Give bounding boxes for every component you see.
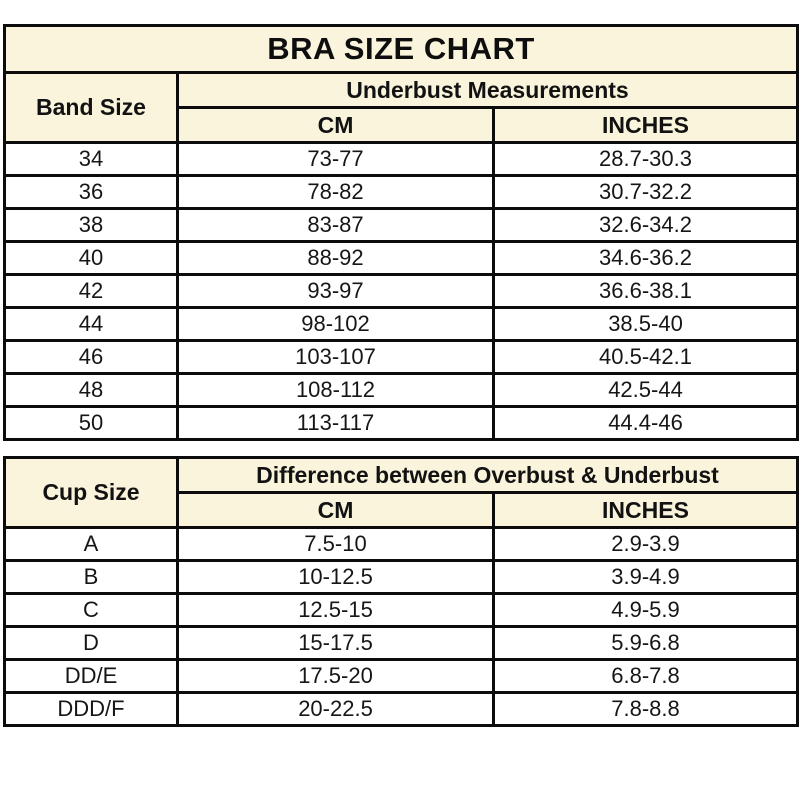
cup-inches-cell: 3.9-4.9 — [492, 559, 799, 595]
table-row: 36 78-82 30.7-32.2 — [3, 174, 800, 210]
cup-size-header: Cup Size — [3, 456, 179, 529]
band-inches-cell: 40.5-42.1 — [491, 339, 800, 375]
band-size-table: BRA SIZE CHART Band Size Underbust Measu… — [2, 24, 800, 441]
band-size-cell: 40 — [3, 240, 179, 276]
cup-inches-cell: 6.8-7.8 — [492, 658, 799, 694]
cup-size-cell: A — [3, 526, 179, 562]
band-inches-cell: 42.5-44 — [491, 372, 800, 408]
cup-inches-header: INCHES — [492, 491, 799, 529]
band-size-cell: 46 — [3, 339, 179, 375]
band-cm-cell: 113-117 — [176, 405, 495, 441]
difference-overbust-underbust-header: Difference between Overbust & Underbust — [176, 456, 799, 494]
table-row: 46 103-107 40.5-42.1 — [3, 339, 800, 375]
band-inches-cell: 36.6-38.1 — [491, 273, 800, 309]
band-inches-cell: 34.6-36.2 — [491, 240, 800, 276]
band-cm-cell: 88-92 — [176, 240, 495, 276]
band-cm-cell: 108-112 — [176, 372, 495, 408]
table-row: 42 93-97 36.6-38.1 — [3, 273, 800, 309]
band-size-cell: 50 — [3, 405, 179, 441]
table-row: A 7.5-10 2.9-3.9 — [3, 526, 799, 562]
band-inches-cell: 38.5-40 — [491, 306, 800, 342]
table-row: 38 83-87 32.6-34.2 — [3, 207, 800, 243]
band-group-header-row: Band Size Underbust Measurements — [3, 71, 800, 144]
band-cm-cell: 83-87 — [176, 207, 495, 243]
cup-subheader-row: CM INCHES — [5, 491, 799, 529]
underbust-measurements-header: Underbust Measurements — [175, 71, 800, 109]
table-row: DDD/F 20-22.5 7.8-8.8 — [3, 691, 799, 727]
cup-cm-cell: 10-12.5 — [176, 559, 495, 595]
cup-cm-cell: 12.5-15 — [176, 592, 495, 628]
band-size-cell: 48 — [3, 372, 179, 408]
title-row: BRA SIZE CHART — [2, 24, 800, 74]
cup-inches-cell: 7.8-8.8 — [492, 691, 799, 727]
cup-inches-cell: 5.9-6.8 — [492, 625, 799, 661]
band-cm-header: CM — [176, 106, 495, 144]
table-row: DD/E 17.5-20 6.8-7.8 — [3, 658, 799, 694]
band-cm-cell: 103-107 — [176, 339, 495, 375]
band-cm-cell: 93-97 — [176, 273, 495, 309]
cup-cm-cell: 7.5-10 — [176, 526, 495, 562]
band-size-cell: 34 — [3, 141, 179, 177]
cup-cm-cell: 15-17.5 — [176, 625, 495, 661]
band-size-header: Band Size — [3, 71, 179, 144]
band-inches-cell: 30.7-32.2 — [491, 174, 800, 210]
table-row: 40 88-92 34.6-36.2 — [3, 240, 800, 276]
cup-inches-cell: 2.9-3.9 — [492, 526, 799, 562]
band-cm-cell: 73-77 — [176, 141, 495, 177]
cup-size-cell: DDD/F — [3, 691, 179, 727]
cup-size-cell: D — [3, 625, 179, 661]
cup-cm-cell: 20-22.5 — [176, 691, 495, 727]
table-row: D 15-17.5 5.9-6.8 — [3, 625, 799, 661]
table-row: 50 113-117 44.4-46 — [3, 405, 800, 441]
cup-group-header-row: Cup Size Difference between Overbust & U… — [3, 456, 799, 529]
band-inches-cell: 32.6-34.2 — [491, 207, 800, 243]
band-subheader-row: CM INCHES — [5, 106, 800, 144]
table-row: 44 98-102 38.5-40 — [3, 306, 800, 342]
band-size-cell: 36 — [3, 174, 179, 210]
cup-size-cell: B — [3, 559, 179, 595]
band-inches-cell: 44.4-46 — [491, 405, 800, 441]
page-title: BRA SIZE CHART — [2, 24, 800, 74]
table-row: B 10-12.5 3.9-4.9 — [3, 559, 799, 595]
cup-cm-cell: 17.5-20 — [176, 658, 495, 694]
cup-size-cell: DD/E — [3, 658, 179, 694]
band-size-cell: 42 — [3, 273, 179, 309]
band-cm-cell: 78-82 — [176, 174, 495, 210]
band-cm-cell: 98-102 — [176, 306, 495, 342]
cup-size-table: Cup Size Difference between Overbust & U… — [3, 456, 799, 727]
cup-cm-header: CM — [176, 491, 495, 529]
band-size-cell: 44 — [3, 306, 179, 342]
cup-inches-cell: 4.9-5.9 — [492, 592, 799, 628]
band-size-cell: 38 — [3, 207, 179, 243]
cup-size-cell: C — [3, 592, 179, 628]
table-row: 48 108-112 42.5-44 — [3, 372, 800, 408]
table-row: C 12.5-15 4.9-5.9 — [3, 592, 799, 628]
table-row: 34 73-77 28.7-30.3 — [3, 141, 800, 177]
band-inches-header: INCHES — [491, 106, 800, 144]
band-inches-cell: 28.7-30.3 — [491, 141, 800, 177]
